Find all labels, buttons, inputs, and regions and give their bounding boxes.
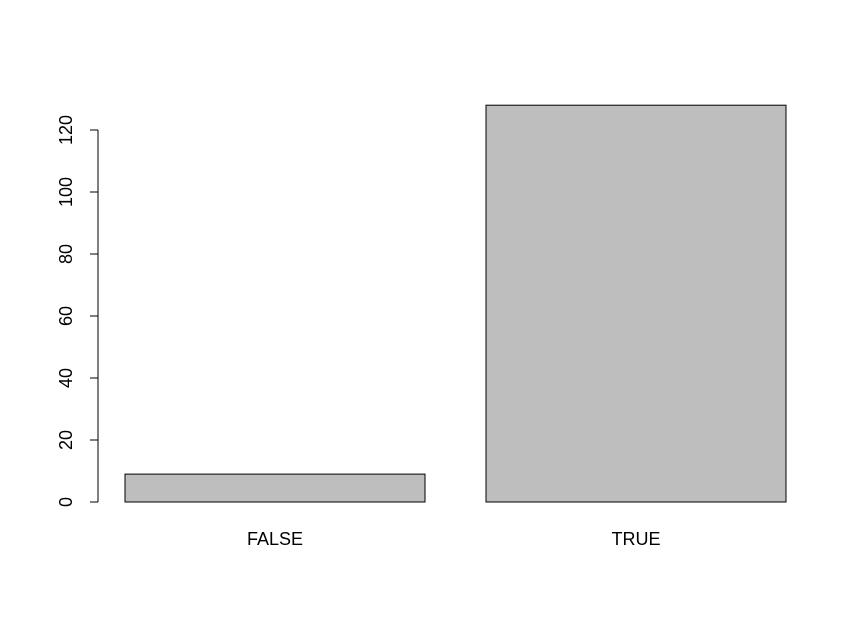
bar-true: [485, 104, 787, 503]
y-axis: 0 20 40 60 80 100 120: [56, 115, 99, 507]
y-tick-label: 20: [56, 430, 76, 450]
x-category-label: TRUE: [612, 529, 661, 549]
y-tick-label: 120: [56, 115, 76, 145]
x-axis-labels: FALSE TRUE: [247, 529, 661, 549]
y-tick-label: 0: [56, 497, 76, 507]
bars: [124, 104, 787, 503]
bar-false: [124, 473, 426, 503]
y-tick-label: 40: [56, 368, 76, 388]
x-category-label: FALSE: [247, 529, 303, 549]
y-tick-label: 80: [56, 244, 76, 264]
y-tick-label: 60: [56, 306, 76, 326]
y-tick-label: 100: [56, 177, 76, 207]
